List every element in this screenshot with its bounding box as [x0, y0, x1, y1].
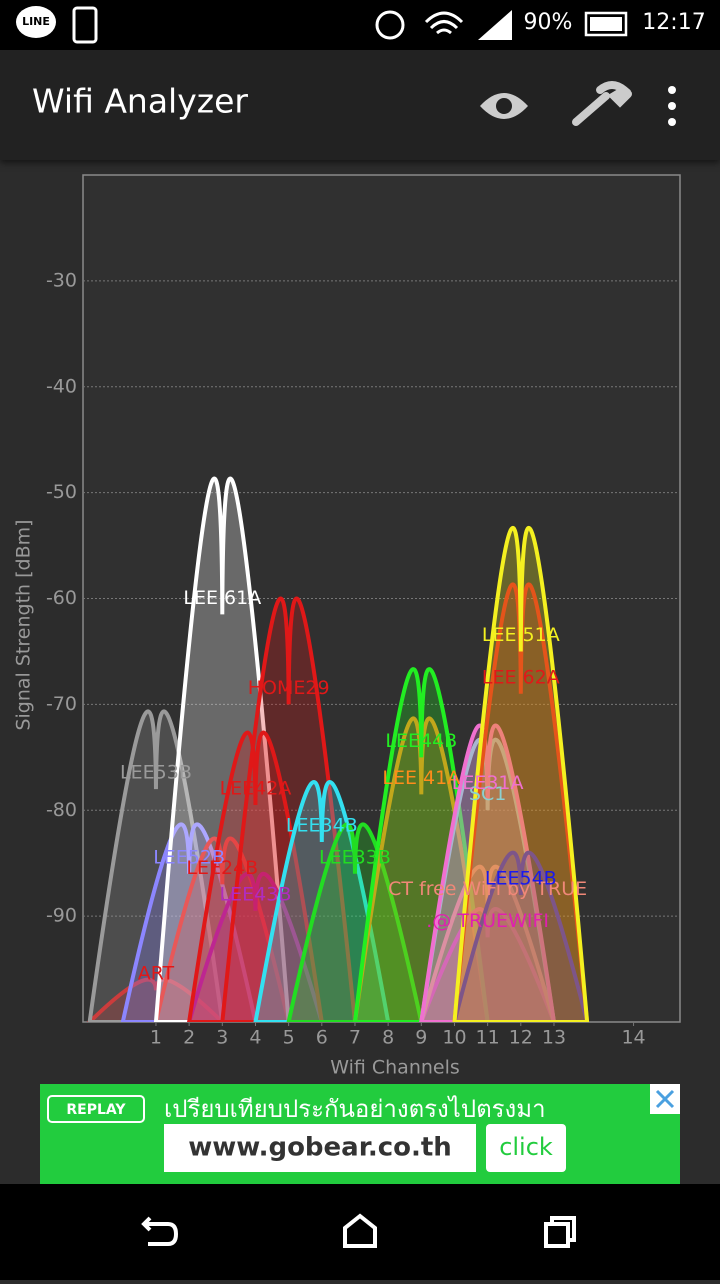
network-label: LEE31A — [452, 772, 524, 794]
x-tick-label: 13 — [542, 1027, 566, 1049]
back-button[interactable] — [141, 1216, 179, 1246]
ad-button-box[interactable] — [486, 1124, 566, 1172]
network-curve — [87, 709, 225, 1022]
signal-icon — [478, 10, 512, 40]
y-tick-label: -50 — [46, 481, 77, 503]
network-label: LEE 61A — [183, 587, 261, 609]
battery-icon — [584, 11, 628, 37]
x-tick-label: 7 — [349, 1027, 361, 1049]
x-tick-label: 3 — [216, 1027, 228, 1049]
app-title: Wifi Analyzer — [32, 82, 248, 121]
settings-button[interactable] — [572, 81, 632, 126]
x-tick-label: 14 — [621, 1027, 645, 1049]
app-bar-content: Wifi Analyzer — [32, 81, 676, 126]
network-curve — [120, 822, 258, 1022]
network-label: LEE 62A — [482, 666, 560, 688]
ad-button[interactable]: click — [499, 1133, 553, 1161]
x-axis-label: Wifi Channels — [330, 1057, 460, 1079]
alarm-icon — [375, 10, 405, 40]
app-bar: Wifi Analyzer — [0, 50, 720, 160]
wifi-icon — [424, 11, 464, 35]
x-tick-label: 2 — [183, 1027, 195, 1049]
network-curve — [452, 582, 590, 1022]
ad-url-box — [164, 1124, 476, 1172]
x-tick-label: 1 — [150, 1027, 162, 1049]
y-tick-label: -80 — [46, 799, 77, 821]
network-label: LEE 51A — [482, 624, 560, 646]
x-tick-label: 8 — [382, 1027, 394, 1049]
network-label: LEE42A — [220, 777, 292, 799]
y-tick-label: -90 — [46, 905, 77, 927]
network-label: LEE24B — [186, 857, 258, 879]
y-tick-label: -70 — [46, 693, 77, 715]
view-button[interactable] — [480, 93, 528, 119]
phone-icon — [72, 6, 98, 44]
ad-content: REPLAY เปรียบเทียบประกันอย่างตรงไปตรงมา … — [47, 1084, 680, 1172]
network-label: LEE44B — [385, 730, 457, 752]
status-icons: LINE 90% 12:17 — [16, 6, 706, 44]
network-label: HOME29 — [248, 677, 330, 699]
network-curve — [419, 907, 557, 1022]
y-tick-label: -40 — [46, 375, 77, 397]
ad-headline: เปรียบเทียบประกันอย่างตรงไปตรงมา — [164, 1095, 546, 1123]
y-tick-label: -60 — [46, 587, 77, 609]
ad-url: www.gobear.co.th — [188, 1133, 452, 1163]
x-tick-label: 6 — [316, 1027, 328, 1049]
recents-button[interactable] — [544, 1216, 576, 1248]
x-tick-label: 5 — [283, 1027, 295, 1049]
battery-percent: 90% — [524, 10, 573, 35]
x-tick-label: 10 — [442, 1027, 466, 1049]
network-curve — [187, 730, 324, 1022]
y-tick-label: -30 — [46, 269, 77, 291]
line-icon-text: LINE — [22, 15, 50, 28]
line-icon — [16, 6, 56, 38]
network-curve — [220, 596, 357, 1022]
network-curve — [187, 871, 324, 1022]
nav-icons — [141, 1213, 576, 1248]
clock: 12:17 — [642, 10, 705, 35]
network-curve — [352, 667, 490, 1022]
curves — [86, 476, 590, 1022]
network-label: LEE52B — [153, 846, 225, 868]
x-tick-label: 4 — [249, 1027, 261, 1049]
ad-badge: REPLAY — [66, 1102, 126, 1118]
network-label: LEE54B — [485, 867, 557, 889]
network-curve — [153, 836, 291, 1022]
network-label: LEE43B — [220, 883, 292, 905]
network-curve — [452, 850, 590, 1022]
nav-bar — [0, 1184, 720, 1280]
home-button[interactable] — [343, 1213, 377, 1248]
network-label: ART — [138, 963, 175, 985]
battery-level — [590, 17, 622, 31]
network-label: LEE33B — [319, 846, 391, 868]
menu-button[interactable] — [668, 86, 676, 126]
network-curve — [419, 723, 556, 1022]
network-label: .@ TRUEWIFI — [426, 910, 549, 932]
y-axis-label: Signal Strength [dBm] — [13, 519, 35, 730]
x-tick-label: 11 — [476, 1027, 500, 1049]
grid — [83, 280, 680, 917]
network-curve — [452, 525, 590, 1022]
network-label: LEE34B — [286, 815, 358, 837]
x-tick-label: 9 — [415, 1027, 427, 1049]
network-label: LEE53B — [120, 762, 192, 784]
x-tick-label: 12 — [509, 1027, 533, 1049]
ad-close-icon — [655, 1089, 675, 1109]
status-bar: LINE 90% 12:17 — [0, 0, 720, 50]
network-label: LEE 41A — [382, 767, 460, 789]
ad-banner[interactable]: REPLAY เปรียบเทียบประกันอย่างตรงไปตรงมา … — [40, 1084, 680, 1184]
network-label: CT free WiFi by TRUE — [388, 878, 587, 900]
network-curve — [286, 822, 424, 1022]
ad-badge-box — [47, 1095, 145, 1123]
network-label: SC1 — [469, 783, 506, 805]
